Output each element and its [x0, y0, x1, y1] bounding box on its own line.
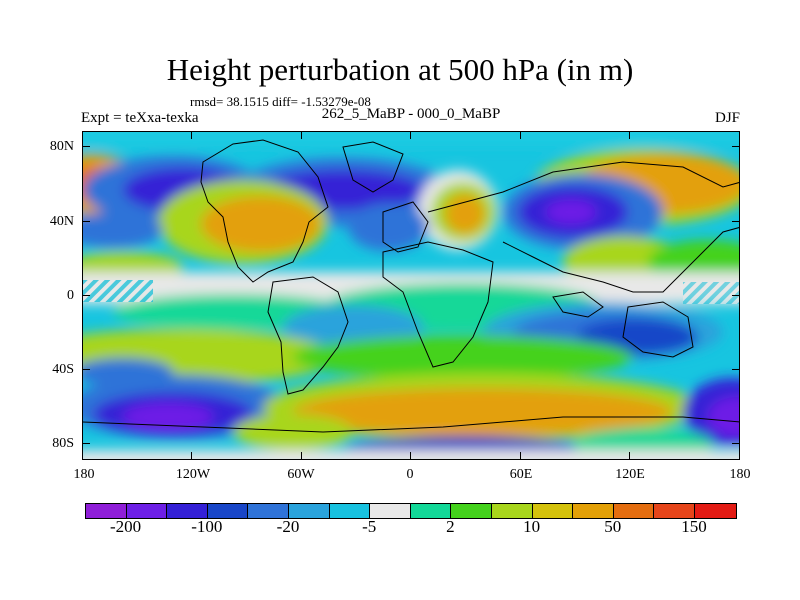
- colorbar-label: -100: [191, 517, 223, 536]
- lat-label-80n: 80N: [49, 139, 74, 154]
- tick-0-top: [410, 131, 411, 139]
- colorbar-label: -200: [110, 517, 142, 536]
- plot-title: Height perturbation at 500 hPa (in m): [166, 52, 634, 87]
- lon-label-180e: 180: [729, 467, 751, 482]
- colorbar-swatch: [329, 504, 371, 518]
- tick-180e: [739, 452, 740, 460]
- colorbar-swatch: [613, 504, 655, 518]
- lon-label-60w: 60W: [287, 467, 315, 482]
- colorbar: [85, 503, 737, 519]
- lat-label-40s: 40S: [52, 362, 74, 377]
- tick-60w-top: [301, 131, 302, 139]
- colorbar-label: 2: [446, 517, 455, 536]
- tick-60e: [520, 452, 521, 460]
- tick-80s-right: [732, 443, 740, 444]
- colorbar-swatch: [167, 504, 208, 518]
- colorbar-label: -5: [362, 517, 377, 536]
- experiment-label: Expt = teXxa-texka: [81, 110, 199, 126]
- colorbar-label: 150: [681, 517, 707, 536]
- colorbar-swatch: [573, 504, 614, 518]
- colorbar-swatch: [410, 504, 452, 518]
- tick-120w-top: [191, 131, 192, 139]
- tick-80n-right: [732, 146, 740, 147]
- colorbar-swatch: [370, 504, 411, 518]
- lon-label-60e: 60E: [509, 467, 533, 482]
- colorbar-swatch: [248, 504, 289, 518]
- tick-40n-right: [732, 221, 740, 222]
- lon-label-120w: 120W: [175, 467, 211, 482]
- colorbar-swatch: [532, 504, 574, 518]
- tick-0-right: [732, 295, 740, 296]
- lat-label-40n: 40N: [49, 214, 74, 229]
- tick-60e-top: [520, 131, 521, 139]
- colorbar-swatch: [654, 504, 695, 518]
- colorbar-swatch: [288, 504, 330, 518]
- colorbar-swatch: [491, 504, 533, 518]
- colorbar-swatch: [207, 504, 249, 518]
- tick-40n: [82, 221, 90, 222]
- lat-label-0: 0: [67, 288, 74, 303]
- tick-60w: [301, 452, 302, 460]
- tick-120e-top: [629, 131, 630, 139]
- tick-120w: [191, 452, 192, 460]
- map-panel: [82, 131, 740, 460]
- colorbar-swatch: [694, 504, 736, 518]
- tick-0-lon: [410, 452, 411, 460]
- tick-40s: [82, 369, 90, 370]
- lon-label-120e: 120E: [615, 467, 645, 482]
- height-field: [83, 132, 739, 459]
- lon-label-0: 0: [406, 467, 414, 482]
- season-label: DJF: [714, 110, 740, 126]
- colorbar-swatch: [126, 504, 168, 518]
- colorbar-swatch: [86, 504, 127, 518]
- colorbar-label: -20: [276, 517, 300, 536]
- lon-label-180w: 180: [73, 467, 95, 482]
- tick-80n: [82, 146, 90, 147]
- lat-label-80s: 80S: [52, 436, 74, 451]
- tick-80s: [82, 443, 90, 444]
- period-label: 262_5_MaBP - 000_0_MaBP: [321, 106, 501, 122]
- colorbar-swatch: [451, 504, 492, 518]
- tick-180w: [82, 452, 83, 460]
- colorbar-label: 10: [523, 517, 541, 536]
- tick-40s-right: [732, 369, 740, 370]
- tick-120e: [629, 452, 630, 460]
- stats-text: rmsd= 38.1515 diff= -1.53279e-08: [190, 94, 371, 109]
- colorbar-label: 50: [604, 517, 622, 536]
- tick-0: [82, 295, 90, 296]
